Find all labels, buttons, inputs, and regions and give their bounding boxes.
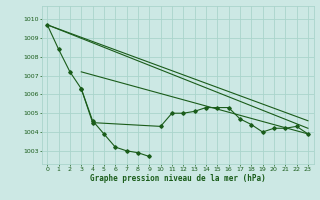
X-axis label: Graphe pression niveau de la mer (hPa): Graphe pression niveau de la mer (hPa) — [90, 174, 266, 183]
